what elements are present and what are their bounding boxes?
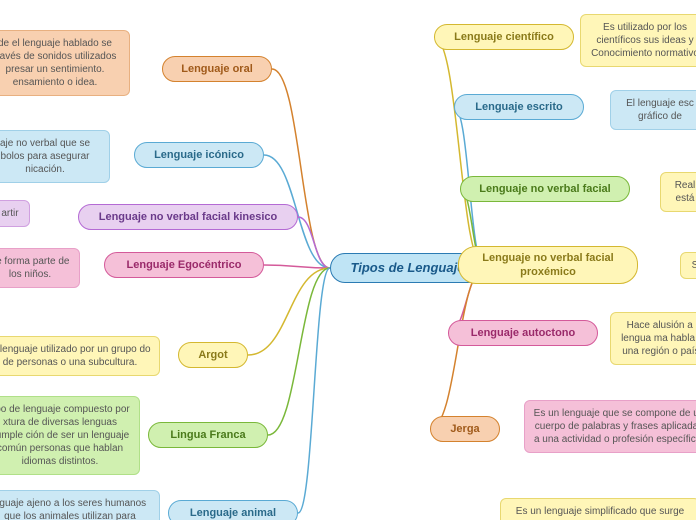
desc-2: El lenguaje esc gráfico de (610, 90, 696, 130)
node-argot: Argot (178, 342, 248, 368)
desc-5: artir (0, 200, 30, 227)
node-jerga: Jerga (430, 416, 500, 442)
node-autoctono: Lenguaje autoctono (448, 320, 598, 346)
node-noverbalfacial: Lenguaje no verbal facial (460, 176, 630, 202)
node-animal: Lenguaje animal (168, 500, 298, 520)
desc-7: S (680, 252, 696, 279)
node-egocentrico: Lenguaje Egocéntrico (104, 252, 264, 278)
desc-6: ue forma parte de los niños. (0, 248, 80, 288)
desc-9: el lenguaje utilizado por un grupo do de… (0, 336, 160, 376)
node-oral: Lenguaje oral (162, 56, 272, 82)
desc-4: Real está (660, 172, 696, 212)
desc-8: Hace alusión a la lengua ma habla en una… (610, 312, 696, 365)
node-kinesico: Lenguaje no verbal facial kinesico (78, 204, 298, 230)
node-escrito: Lenguaje escrito (454, 94, 584, 120)
desc-13: Es un lenguaje simplificado que surge (500, 498, 696, 520)
desc-3: aje no verbal que se bolos para asegurar… (0, 130, 110, 183)
node-linguafranca: Lingua Franca (148, 422, 268, 448)
node-cientifico: Lenguaje científico (434, 24, 574, 50)
desc-10: tipo de lenguaje compuesto por xtura de … (0, 396, 140, 475)
desc-1: de el lenguaje hablado se través de soni… (0, 30, 130, 96)
desc-11: Es un lenguaje que se compone de un cuer… (524, 400, 696, 453)
node-iconico: Lenguaje icónico (134, 142, 264, 168)
node-proxemico: Lenguaje no verbal facial proxémico (458, 246, 638, 284)
desc-12: nguaje ajeno a los seres humanos que los… (0, 490, 160, 520)
desc-0: Es utilizado por los científicos sus ide… (580, 14, 696, 67)
